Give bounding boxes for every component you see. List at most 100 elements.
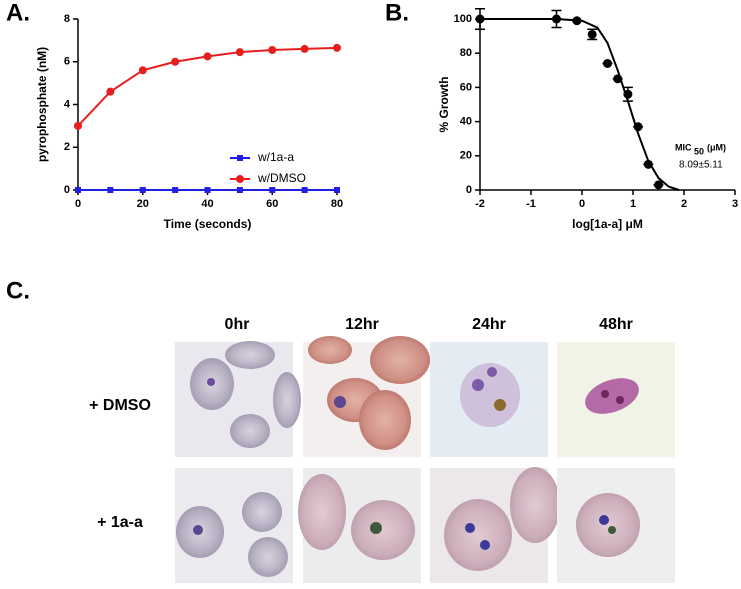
marker: [301, 187, 308, 193]
cell: [370, 336, 430, 384]
cell: [298, 474, 346, 550]
y-tick-label: 80: [460, 47, 472, 59]
column-label: 48hr: [599, 316, 633, 333]
point: [613, 74, 623, 84]
cell: [444, 499, 512, 571]
x-tick-label: 1: [630, 198, 636, 210]
y-tick-label: 60: [460, 81, 472, 93]
y-tick-label: 100: [454, 13, 472, 25]
y-tick-label: 2: [64, 141, 70, 153]
parasite: [599, 515, 609, 525]
y-axis-label: % Growth: [437, 77, 451, 133]
cell: [308, 336, 352, 364]
x-tick-label: 0: [75, 198, 81, 210]
x-axis-label: log[1a-a] μM: [572, 217, 643, 231]
panel-label: A.: [6, 0, 30, 26]
point: [552, 14, 561, 24]
x-tick-label: 40: [201, 198, 213, 210]
y-tick-label: 40: [460, 116, 472, 128]
y-tick-label: 8: [64, 13, 70, 25]
y-tick-label: 0: [64, 184, 70, 196]
column-label: 12hr: [345, 316, 379, 333]
marker: [172, 187, 179, 193]
parasite: [465, 523, 475, 533]
annotation-label: MIC: [675, 142, 692, 152]
point: [633, 122, 643, 132]
parasite: [601, 390, 609, 398]
row-label: + DMSO: [89, 397, 151, 414]
panel-label: B.: [385, 0, 409, 26]
marker: [300, 44, 309, 53]
marker: [236, 187, 243, 193]
annotation-unit: (μM): [707, 142, 726, 152]
cell: [225, 341, 275, 369]
annotation-subscript: 50: [694, 146, 704, 156]
parasite: [616, 396, 624, 404]
marker: [204, 187, 211, 193]
x-tick-label: -2: [475, 198, 485, 210]
legend-label: w/1a-a: [257, 150, 294, 164]
marker: [235, 48, 244, 57]
x-tick-label: 80: [331, 198, 343, 210]
panel-label: C.: [6, 277, 30, 304]
column-label: 0hr: [225, 316, 250, 333]
parasite: [472, 379, 484, 391]
marker: [106, 87, 115, 96]
legend-marker: [237, 155, 243, 161]
x-tick-label: 20: [137, 198, 149, 210]
micrographs: [175, 336, 675, 583]
point: [643, 159, 653, 169]
parasite: [207, 378, 215, 386]
cell: [510, 467, 560, 543]
point: [603, 58, 612, 68]
marker: [74, 121, 82, 130]
parasite: [494, 399, 506, 411]
cell: [585, 378, 639, 414]
legend-marker: [236, 175, 244, 183]
row-label: + 1a-a: [97, 514, 143, 531]
y-tick-label: 4: [64, 98, 71, 110]
marker: [333, 43, 341, 52]
parasite: [480, 540, 490, 550]
marker: [269, 187, 276, 193]
x-tick-label: 2: [681, 198, 687, 210]
point: [475, 14, 485, 24]
y-tick-label: 20: [460, 150, 472, 162]
point: [587, 29, 597, 39]
marker: [138, 66, 147, 75]
point: [572, 16, 582, 26]
marker: [139, 187, 146, 193]
cell: [359, 390, 411, 450]
legend-label: w/DMSO: [257, 171, 306, 185]
marker: [171, 57, 180, 66]
y-tick-label: 6: [64, 56, 70, 68]
y-axis-label: pyrophosphate (nM): [35, 47, 49, 162]
point: [623, 89, 633, 99]
marker: [334, 187, 340, 193]
parasite: [334, 396, 346, 408]
x-tick-label: 0: [579, 198, 585, 210]
parasite: [370, 522, 382, 534]
marker: [203, 52, 212, 61]
x-tick-label: 60: [266, 198, 278, 210]
y-tick-label: 0: [466, 184, 472, 196]
parasite: [487, 367, 497, 377]
cell: [248, 537, 288, 577]
marker: [107, 187, 114, 193]
cell: [242, 492, 282, 532]
x-tick-label: -1: [526, 198, 536, 210]
annotation-value: 8.09±5.11: [679, 160, 723, 171]
column-label: 24hr: [472, 316, 506, 333]
cell: [576, 493, 640, 557]
cell: [460, 363, 520, 427]
marker: [75, 187, 81, 193]
marker: [268, 45, 277, 54]
cell: [230, 414, 270, 448]
point: [654, 180, 663, 190]
parasite: [193, 525, 203, 535]
x-tick-label: 3: [732, 198, 738, 210]
cell: [351, 500, 415, 560]
parasite: [608, 526, 616, 534]
cell: [273, 372, 301, 428]
